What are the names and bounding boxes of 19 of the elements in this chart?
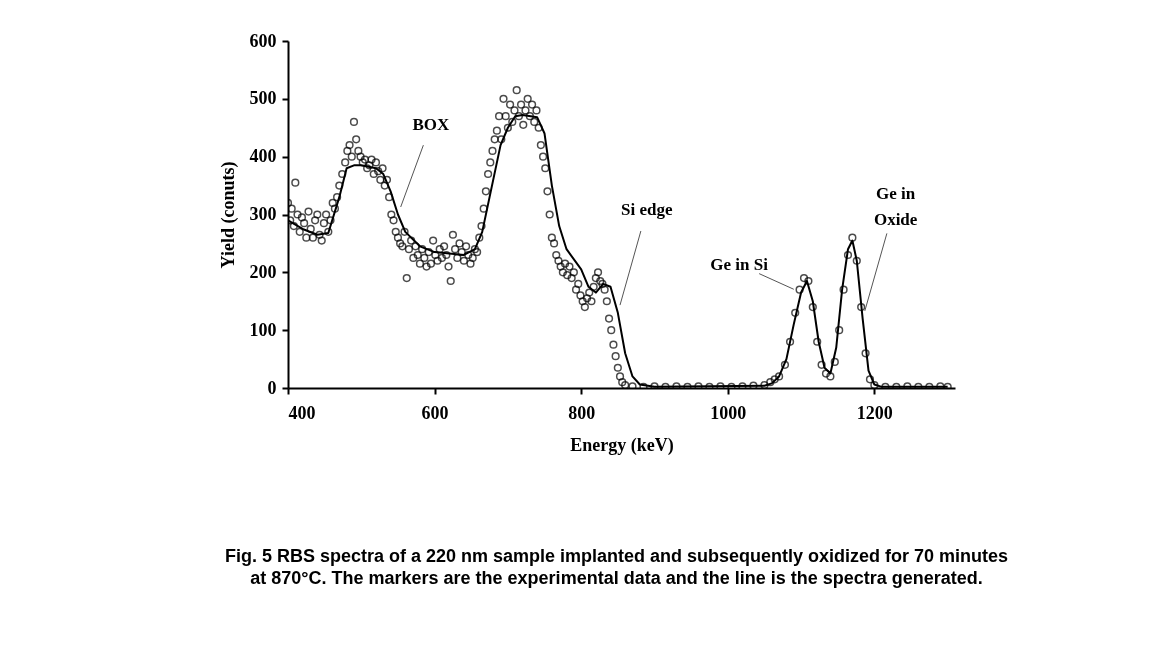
x-tick-label: 1000 [710, 402, 747, 423]
y-axis-title: Yield (conuts) [217, 161, 239, 269]
y-tick-label: 300 [249, 204, 277, 224]
annotation: Si edge [621, 199, 674, 219]
y-tick-label: 600 [249, 30, 277, 51]
annotation: Ge in Si [710, 254, 769, 274]
x-tick-label: 600 [421, 402, 449, 423]
x-tick-label: 800 [568, 402, 596, 423]
y-tick-label: 500 [249, 88, 277, 109]
y-tick-label: 400 [249, 146, 277, 167]
y-tick-label: 0 [267, 377, 277, 398]
x-tick-label: 1200 [856, 402, 893, 423]
x-tick-label: 400 [288, 402, 316, 423]
x-axis-title: Energy (keV) [570, 434, 674, 456]
y-tick-label: 100 [249, 319, 277, 340]
annotation: Ge in Oxide [873, 183, 918, 229]
y-tick-label: 200 [249, 261, 277, 282]
annotation: BOX [412, 114, 451, 134]
caption: Fig. 5 RBS spectra of a 220 nm sample implanted and subsequently oxidized for 70 minutes at 870°C. The markers are the experimental data and the line is the spectra generated. [224, 546, 1009, 588]
